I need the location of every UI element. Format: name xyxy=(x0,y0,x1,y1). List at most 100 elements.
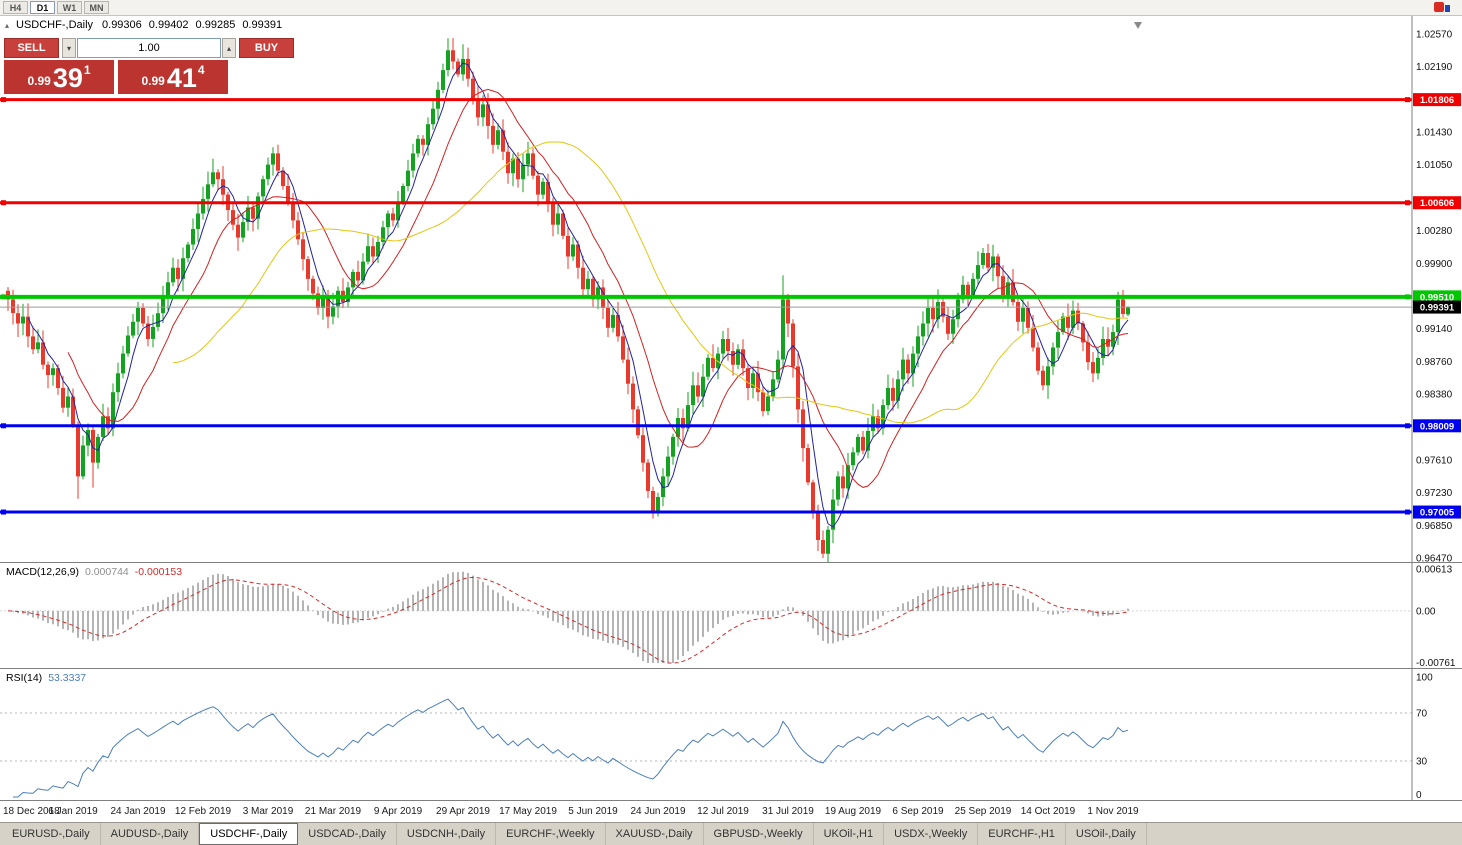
level-line-1-01806[interactable]: 1.01806 xyxy=(0,93,1461,107)
tab-gbpusd-weekly[interactable]: GBPUSD-,Weekly xyxy=(704,823,814,845)
rsi-value: 53.3337 xyxy=(48,672,87,684)
ma-line-5 xyxy=(27,62,1129,528)
macd-chart: 0.00613 0.00 -0.00761 xyxy=(0,563,1456,669)
level-line-0-97005[interactable]: 0.97005 xyxy=(0,505,1461,519)
tab-eurchf-weekly[interactable]: EURCHF-,Weekly xyxy=(496,823,606,845)
rsi-header: RSI(14) 53.3337 xyxy=(6,672,86,684)
level-price-label xyxy=(1413,196,1461,210)
price-axis-label: 0.96470 xyxy=(1416,554,1453,563)
date-axis-label: 25 Sep 2019 xyxy=(954,806,1012,817)
rsi-axis-label: 70 xyxy=(1416,709,1428,720)
rsi-axis-label: 0 xyxy=(1416,790,1422,801)
price-axis-label: 1.02190 xyxy=(1416,62,1453,73)
timeframe-button-h4[interactable]: H4 xyxy=(3,1,28,14)
price-axis-label: 0.98380 xyxy=(1416,389,1453,400)
level-line-0-99510[interactable]: 0.99510 xyxy=(0,290,1461,304)
rsi-chart: 100 70 30 0 xyxy=(0,669,1433,801)
date-axis-label: 12 Feb 2019 xyxy=(174,806,232,817)
macd-indicator-panel: 0.00613 0.00 -0.00761 MACD(12,26,9) 0.0007… xyxy=(0,562,1462,669)
macd-signal-value: -0.000153 xyxy=(134,566,183,578)
ma-line-34 xyxy=(172,141,1129,424)
macd-axis-label: -0.00761 xyxy=(1416,658,1456,669)
svg-text:0.99391: 0.99391 xyxy=(1420,303,1455,314)
date-axis-label: 29 Apr 2019 xyxy=(436,806,490,817)
level-price-label xyxy=(1413,419,1461,433)
macd-value: 0.000744 xyxy=(84,566,129,578)
volume-decrease-button[interactable]: ▾ xyxy=(62,38,76,58)
price-chart: 1.02570 1.02190 1.01430 1.01050 1.00280 0.999… xyxy=(0,16,1461,563)
svg-text:0.99510: 0.99510 xyxy=(1420,292,1454,303)
sell-price-display[interactable]: 0.99 39 1 xyxy=(4,60,114,94)
date-axis-label: 24 Jun 2019 xyxy=(630,806,686,817)
date-axis-label: 6 Sep 2019 xyxy=(892,806,944,817)
macd-axis-label: 0.00 xyxy=(1416,606,1436,617)
price-axis-label: 0.97610 xyxy=(1416,456,1453,467)
tab-usdchf-daily[interactable]: USDCHF-,Daily xyxy=(199,823,299,845)
tab-usdcad-daily[interactable]: USDCAD-,Daily xyxy=(298,823,397,845)
one-click-trading-panel: SELL ▾ ▴ BUY 0.99 39 1 0.99 41 4 xyxy=(4,38,294,94)
sell-price-pip-digit: 1 xyxy=(83,63,91,77)
level-line-1-00606[interactable]: 1.00606 xyxy=(0,196,1461,210)
candles-layer xyxy=(6,38,1130,562)
level-line-0-98009[interactable]: 0.98009 xyxy=(0,419,1461,433)
price-axis-label: 0.96850 xyxy=(1416,521,1453,532)
tab-eurusd-daily[interactable]: EURUSD-,Daily xyxy=(2,823,101,845)
current-price-line: 0.99391 xyxy=(0,300,1461,314)
price-axis-label: 0.97230 xyxy=(1416,488,1453,499)
sell-price-major: 0.99 xyxy=(27,74,51,88)
current-price-label xyxy=(1413,300,1461,314)
price-axis-label: 1.02570 xyxy=(1416,30,1453,41)
price-axis-label: 1.00280 xyxy=(1416,226,1453,237)
date-axis-label: 3 Mar 2019 xyxy=(242,806,294,817)
buy-price-pip-digit: 4 xyxy=(197,63,205,77)
timeframe-button-w1[interactable]: W1 xyxy=(57,1,82,14)
toolbar-corner-icon[interactable] xyxy=(1434,2,1450,12)
ma-line-13 xyxy=(67,88,1129,488)
rsi-axis-label: 100 xyxy=(1416,673,1433,684)
timeframe-button-d1[interactable]: D1 xyxy=(30,1,55,14)
tab-eurchf-h1[interactable]: EURCHF-,H1 xyxy=(978,823,1066,845)
buy-price-display[interactable]: 0.99 41 4 xyxy=(118,60,228,94)
date-axis-label: 24 Jan 2019 xyxy=(110,806,166,817)
price-axis-label: 0.99140 xyxy=(1416,324,1453,335)
level-price-label xyxy=(1413,93,1461,107)
shift-marker-icon[interactable] xyxy=(1134,22,1142,29)
date-axis-label: 5 Jun 2019 xyxy=(568,806,618,817)
date-axis-label: 18 Dec 2018 xyxy=(3,806,60,817)
buy-button[interactable]: BUY xyxy=(239,38,294,58)
level-price-label xyxy=(1413,290,1461,304)
svg-text:1.00606: 1.00606 xyxy=(1420,198,1454,209)
volume-increase-button[interactable]: ▴ xyxy=(222,38,236,58)
sell-button[interactable]: SELL xyxy=(4,38,59,58)
chart-symbol-label: USDCHF-,Daily xyxy=(16,19,94,31)
timeframe-buttons: H4 D1 W1 MN xyxy=(3,1,109,14)
rsi-title: RSI(14) xyxy=(6,672,43,684)
tab-usdx-weekly[interactable]: USDX-,Weekly xyxy=(884,823,979,845)
timeframe-button-mn[interactable]: MN xyxy=(84,1,109,14)
tab-usoil-daily[interactable]: USOil-,Daily xyxy=(1066,823,1147,845)
volume-control: ▾ ▴ xyxy=(62,38,236,58)
date-axis-label: 14 Oct 2019 xyxy=(1020,806,1076,817)
timeframe-toolbar: H4 D1 W1 MN xyxy=(0,0,1462,16)
time-axis: 18 Dec 2018 6 Jan 2019 24 Jan 2019 12 Feb 2… xyxy=(0,800,1462,822)
macd-title: MACD(12,26,9) xyxy=(6,566,79,578)
volume-input[interactable] xyxy=(77,38,221,58)
buy-price-major: 0.99 xyxy=(141,74,165,88)
tab-usdcnh-daily[interactable]: USDCNH-,Daily xyxy=(397,823,497,845)
date-axis-label: 17 May 2019 xyxy=(499,806,557,817)
price-axis-label: 1.01050 xyxy=(1416,160,1453,171)
date-axis-label: 6 Jan 2019 xyxy=(48,806,98,817)
rsi-indicator-panel: 100 70 30 0 RSI(14) 53.3337 xyxy=(0,668,1462,801)
svg-text:0.98009: 0.98009 xyxy=(1420,421,1454,432)
ohlc-close: 0.99391 xyxy=(242,19,283,31)
ohlc-high: 0.99402 xyxy=(148,19,189,31)
price-axis-label: 1.01430 xyxy=(1416,127,1453,138)
tab-xauusd-daily[interactable]: XAUUSD-,Daily xyxy=(606,823,704,845)
tab-ukoil-h1[interactable]: UKOil-,H1 xyxy=(814,823,885,845)
tab-audusd-daily[interactable]: AUDUSD-,Daily xyxy=(101,823,200,845)
price-chart-panel: 1.02570 1.02190 1.01430 1.01050 1.00280 0.999… xyxy=(0,16,1462,562)
trade-panel-collapse-icon[interactable]: ▴ xyxy=(5,20,10,30)
date-axis-label: 9 Apr 2019 xyxy=(373,806,423,817)
date-axis-label: 31 Jul 2019 xyxy=(762,806,814,817)
